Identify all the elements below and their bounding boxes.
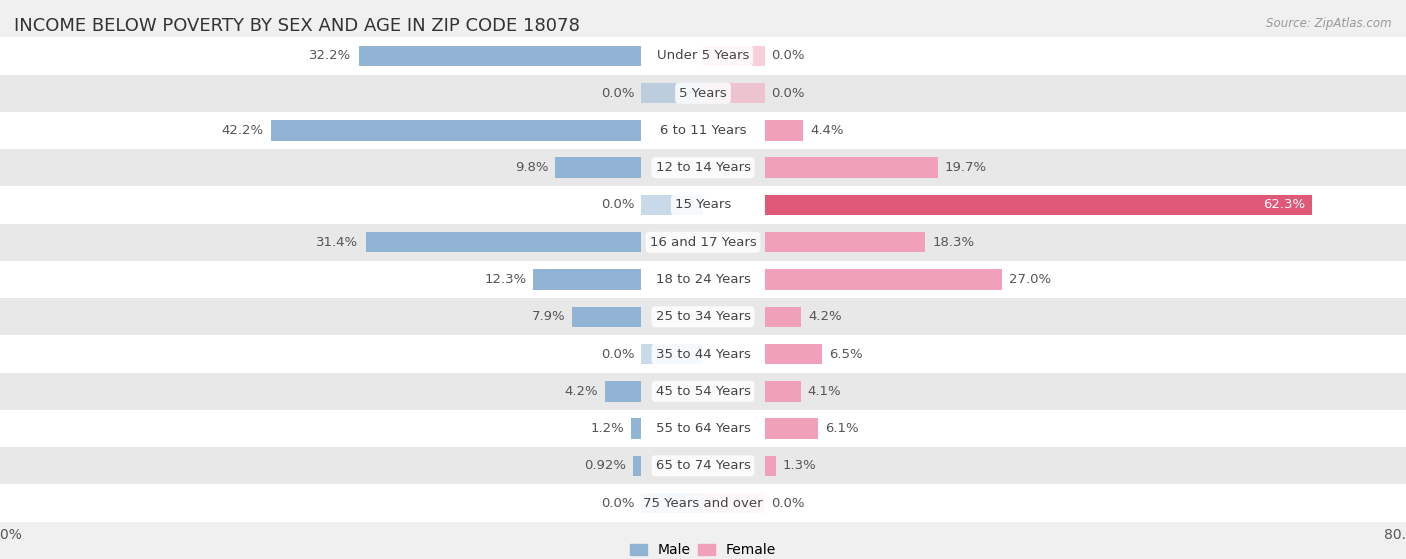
Text: 0.0%: 0.0% (600, 496, 634, 510)
Text: 25 to 34 Years: 25 to 34 Years (655, 310, 751, 323)
Text: 55 to 64 Years: 55 to 64 Years (655, 422, 751, 435)
Bar (0, 485, 1406, 522)
Bar (765, 418, 818, 439)
Bar (765, 306, 801, 327)
Bar (0, 335, 1406, 373)
Text: 4.2%: 4.2% (564, 385, 598, 398)
Bar (605, 381, 641, 401)
Bar (0, 186, 1406, 224)
Text: 0.92%: 0.92% (585, 459, 627, 472)
Bar (765, 269, 1002, 290)
Text: 0.0%: 0.0% (772, 49, 806, 63)
Text: 0.0%: 0.0% (772, 496, 806, 510)
Text: INCOME BELOW POVERTY BY SEX AND AGE IN ZIP CODE 18078: INCOME BELOW POVERTY BY SEX AND AGE IN Z… (14, 17, 579, 35)
Bar (533, 269, 641, 290)
Bar (0, 74, 1406, 112)
Bar (641, 195, 703, 215)
Text: 7.9%: 7.9% (531, 310, 565, 323)
Text: Source: ZipAtlas.com: Source: ZipAtlas.com (1267, 17, 1392, 30)
Bar (0, 373, 1406, 410)
Text: 31.4%: 31.4% (316, 236, 359, 249)
Text: 65 to 74 Years: 65 to 74 Years (655, 459, 751, 472)
Text: 27.0%: 27.0% (1010, 273, 1050, 286)
Bar (0, 112, 1406, 149)
Text: 45 to 54 Years: 45 to 54 Years (655, 385, 751, 398)
Text: 18.3%: 18.3% (932, 236, 974, 249)
Text: 9.8%: 9.8% (515, 161, 548, 174)
Text: 0.0%: 0.0% (772, 87, 806, 100)
Bar (703, 83, 765, 103)
Bar (641, 493, 703, 513)
Text: 32.2%: 32.2% (309, 49, 352, 63)
Bar (366, 232, 641, 253)
Text: 6.1%: 6.1% (825, 422, 859, 435)
Text: 35 to 44 Years: 35 to 44 Years (655, 348, 751, 361)
Bar (765, 456, 776, 476)
Text: 0.0%: 0.0% (600, 348, 634, 361)
Bar (0, 410, 1406, 447)
Bar (631, 418, 641, 439)
Bar (641, 344, 703, 364)
Bar (765, 120, 803, 141)
Text: 4.4%: 4.4% (810, 124, 844, 137)
Bar (0, 224, 1406, 261)
Bar (0, 149, 1406, 186)
Bar (641, 83, 703, 103)
Bar (359, 46, 641, 66)
Text: 19.7%: 19.7% (945, 161, 987, 174)
Text: 42.2%: 42.2% (222, 124, 264, 137)
Bar (765, 381, 800, 401)
Text: 1.2%: 1.2% (591, 422, 624, 435)
Text: 6 to 11 Years: 6 to 11 Years (659, 124, 747, 137)
Text: 12 to 14 Years: 12 to 14 Years (655, 161, 751, 174)
Bar (0, 37, 1406, 74)
Legend: Male, Female: Male, Female (624, 538, 782, 559)
Bar (555, 158, 641, 178)
Bar (703, 493, 765, 513)
Bar (572, 306, 641, 327)
Text: 12.3%: 12.3% (484, 273, 526, 286)
Bar (765, 344, 821, 364)
Bar (0, 447, 1406, 485)
Text: 15 Years: 15 Years (675, 198, 731, 211)
Text: 4.2%: 4.2% (808, 310, 842, 323)
Bar (703, 46, 765, 66)
Bar (0, 298, 1406, 335)
Text: 0.0%: 0.0% (600, 87, 634, 100)
Text: 5 Years: 5 Years (679, 87, 727, 100)
Text: 6.5%: 6.5% (828, 348, 862, 361)
Text: 18 to 24 Years: 18 to 24 Years (655, 273, 751, 286)
Text: Under 5 Years: Under 5 Years (657, 49, 749, 63)
Bar (270, 120, 641, 141)
Bar (765, 195, 1312, 215)
Bar (765, 232, 925, 253)
Text: 62.3%: 62.3% (1263, 198, 1305, 211)
Text: 0.0%: 0.0% (600, 198, 634, 211)
Bar (0, 261, 1406, 298)
Text: 75 Years and over: 75 Years and over (643, 496, 763, 510)
Text: 1.3%: 1.3% (783, 459, 817, 472)
Bar (633, 456, 641, 476)
Text: 4.1%: 4.1% (807, 385, 841, 398)
Bar (765, 158, 938, 178)
Text: 16 and 17 Years: 16 and 17 Years (650, 236, 756, 249)
